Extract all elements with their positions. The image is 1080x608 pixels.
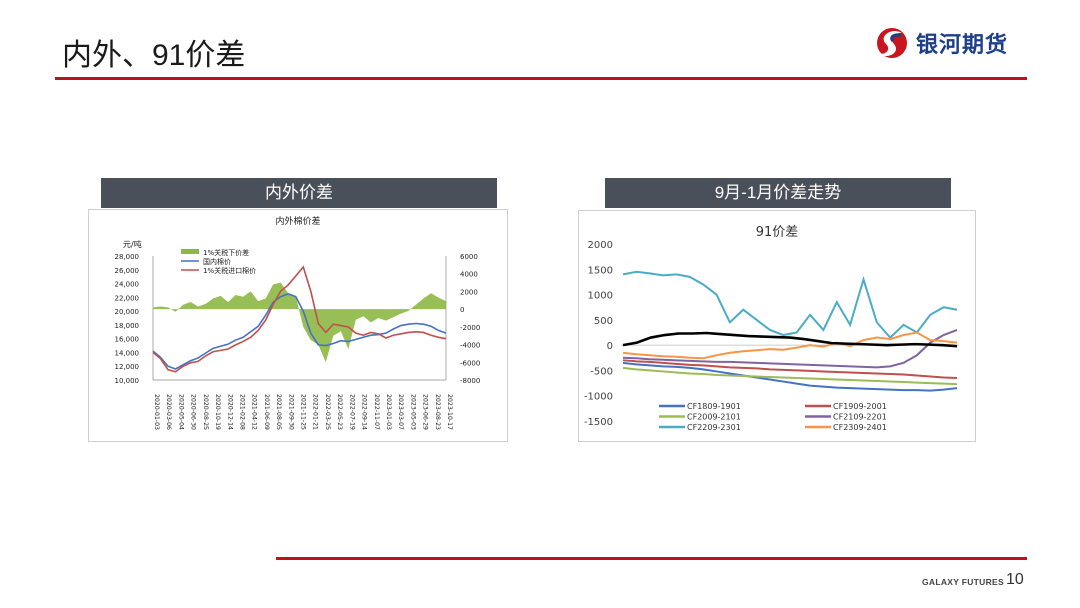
series-area-spread bbox=[153, 282, 446, 363]
legend-label: CF2309-2401 bbox=[833, 423, 887, 432]
y-right-tick-label: -6000 bbox=[460, 359, 480, 367]
galaxy-logo-icon bbox=[877, 28, 907, 58]
x-tick-label: 2020-01-03 bbox=[153, 394, 160, 430]
x-tick-label: 2023-08-23 bbox=[434, 394, 441, 430]
chart-title: 内外棉价差 bbox=[275, 215, 320, 227]
series-line-black bbox=[622, 331, 958, 348]
series-line-CF2009-2101 bbox=[622, 366, 958, 386]
y-left-tick-label: 14,000 bbox=[115, 349, 140, 357]
y-left-tick-label: 28,000 bbox=[115, 253, 140, 261]
y-left-tick-label: 10,000 bbox=[115, 377, 140, 385]
y-left-tick-label: 24,000 bbox=[115, 281, 140, 289]
y-right-tick-label: 2000 bbox=[460, 288, 478, 296]
chart-title: 91价差 bbox=[756, 225, 799, 240]
slide-title: 内外、91价差 bbox=[62, 39, 246, 72]
x-tick-label: 2022-07-19 bbox=[348, 394, 355, 430]
series-line-domestic bbox=[152, 293, 447, 370]
left-panel-header: 内外价差 bbox=[101, 178, 497, 208]
top-divider bbox=[55, 77, 1027, 80]
bottom-divider bbox=[276, 557, 1027, 560]
x-tick-label: 2022-03-25 bbox=[324, 394, 331, 430]
x-tick-label: 2022-01-21 bbox=[312, 394, 319, 430]
y-right-tick-label: 4000 bbox=[460, 271, 478, 279]
page-number: 10 bbox=[1006, 571, 1024, 588]
x-tick-label: 2021-09-30 bbox=[287, 394, 294, 430]
legend-label: CF2109-2201 bbox=[833, 413, 887, 422]
y-tick-label: 1000 bbox=[588, 291, 613, 302]
x-tick-label: 2021-11-25 bbox=[300, 394, 307, 430]
x-tick-label: 2020-12-14 bbox=[226, 394, 233, 430]
y-left-tick-label: 16,000 bbox=[115, 336, 140, 344]
y-tick-label: 1500 bbox=[588, 265, 613, 276]
series-line-CF1809-1901 bbox=[622, 361, 958, 392]
legend-label: CF2209-2301 bbox=[687, 423, 741, 432]
series-line-CF1909-2001 bbox=[622, 359, 958, 380]
y-tick-label: 500 bbox=[594, 316, 613, 327]
x-tick-label: 2020-05-04 bbox=[177, 394, 184, 430]
y-right-tick-label: -2000 bbox=[460, 324, 480, 332]
legend-label: 1%关税进口棉价 bbox=[203, 266, 256, 275]
x-tick-label: 2023-03-07 bbox=[397, 394, 404, 430]
series-line-CF2309-2401 bbox=[622, 331, 958, 360]
x-tick-label: 2022-09-14 bbox=[361, 394, 368, 430]
y-left-tick-label: 18,000 bbox=[115, 322, 140, 330]
x-tick-label: 2022-11-07 bbox=[373, 394, 380, 430]
x-tick-label: 2021-06-09 bbox=[263, 394, 270, 430]
company-logo: 银河期货 bbox=[874, 26, 1008, 60]
y-tick-label: -1500 bbox=[584, 417, 613, 428]
series-line-import bbox=[152, 265, 447, 373]
logo-text: 银河期货 bbox=[916, 32, 1009, 57]
x-tick-label: 2020-08-25 bbox=[202, 394, 209, 430]
y-axis-unit: 元/吨 bbox=[123, 239, 142, 249]
x-tick-label: 2021-04-12 bbox=[251, 394, 258, 430]
y-tick-label: -1000 bbox=[584, 392, 613, 403]
y-tick-label: 0 bbox=[607, 341, 613, 352]
y-right-tick-label: -8000 bbox=[460, 377, 480, 385]
x-tick-label: 2020-06-30 bbox=[190, 394, 197, 430]
y-right-tick-label: 0 bbox=[460, 306, 464, 314]
x-tick-label: 2023-05-03 bbox=[409, 394, 416, 430]
x-tick-label: 2021-08-05 bbox=[275, 394, 282, 430]
legend-label: CF1909-2001 bbox=[833, 402, 887, 411]
y-left-tick-label: 20,000 bbox=[115, 308, 140, 316]
legend-label: CF2009-2101 bbox=[687, 413, 741, 422]
x-tick-label: 2023-10-17 bbox=[446, 394, 453, 430]
y-left-tick-label: 12,000 bbox=[115, 363, 140, 371]
series-line-CF2109-2201 bbox=[622, 329, 958, 369]
legend-label: 1%关税下价差 bbox=[203, 248, 249, 257]
right-panel-header: 9月-1月价差走势 bbox=[605, 178, 951, 208]
x-tick-label: 2021-02-08 bbox=[238, 394, 245, 430]
y-right-tick-label: 6000 bbox=[460, 253, 478, 261]
y-tick-label: 2000 bbox=[588, 240, 613, 251]
right-chart-frame: 91价差 2000 1500 1000 500 0 -500 -1000 -1500 CF1809… bbox=[578, 210, 976, 442]
x-tick-label: 2023-01-03 bbox=[385, 394, 392, 430]
sep-jan-spread-chart: 91价差 2000 1500 1000 500 0 -500 -1000 -1500 CF1809… bbox=[584, 225, 959, 432]
y-tick-label: -500 bbox=[590, 366, 613, 377]
series-line-CF2209-2301 bbox=[622, 270, 958, 339]
legend-swatch bbox=[181, 249, 199, 254]
y-left-tick-label: 26,000 bbox=[115, 267, 140, 275]
y-left-tick-label: 22,000 bbox=[115, 294, 140, 302]
y-right-tick-label: -4000 bbox=[460, 342, 480, 350]
left-chart-frame: 内外棉价差元/吨 28,000 26,000 24,000 22,000 20,000 18… bbox=[88, 209, 508, 442]
footer-brand: GALAXY FUTURES bbox=[922, 577, 1004, 587]
x-tick-label: 2023-06-29 bbox=[422, 394, 429, 430]
x-tick-label: 2020-03-06 bbox=[165, 394, 172, 430]
x-tick-label: 2020-10-19 bbox=[214, 394, 221, 430]
legend-label: CF1809-1901 bbox=[687, 402, 741, 411]
legend-label: 国内棉价 bbox=[203, 257, 231, 266]
x-tick-label: 2022-05-23 bbox=[336, 394, 343, 430]
